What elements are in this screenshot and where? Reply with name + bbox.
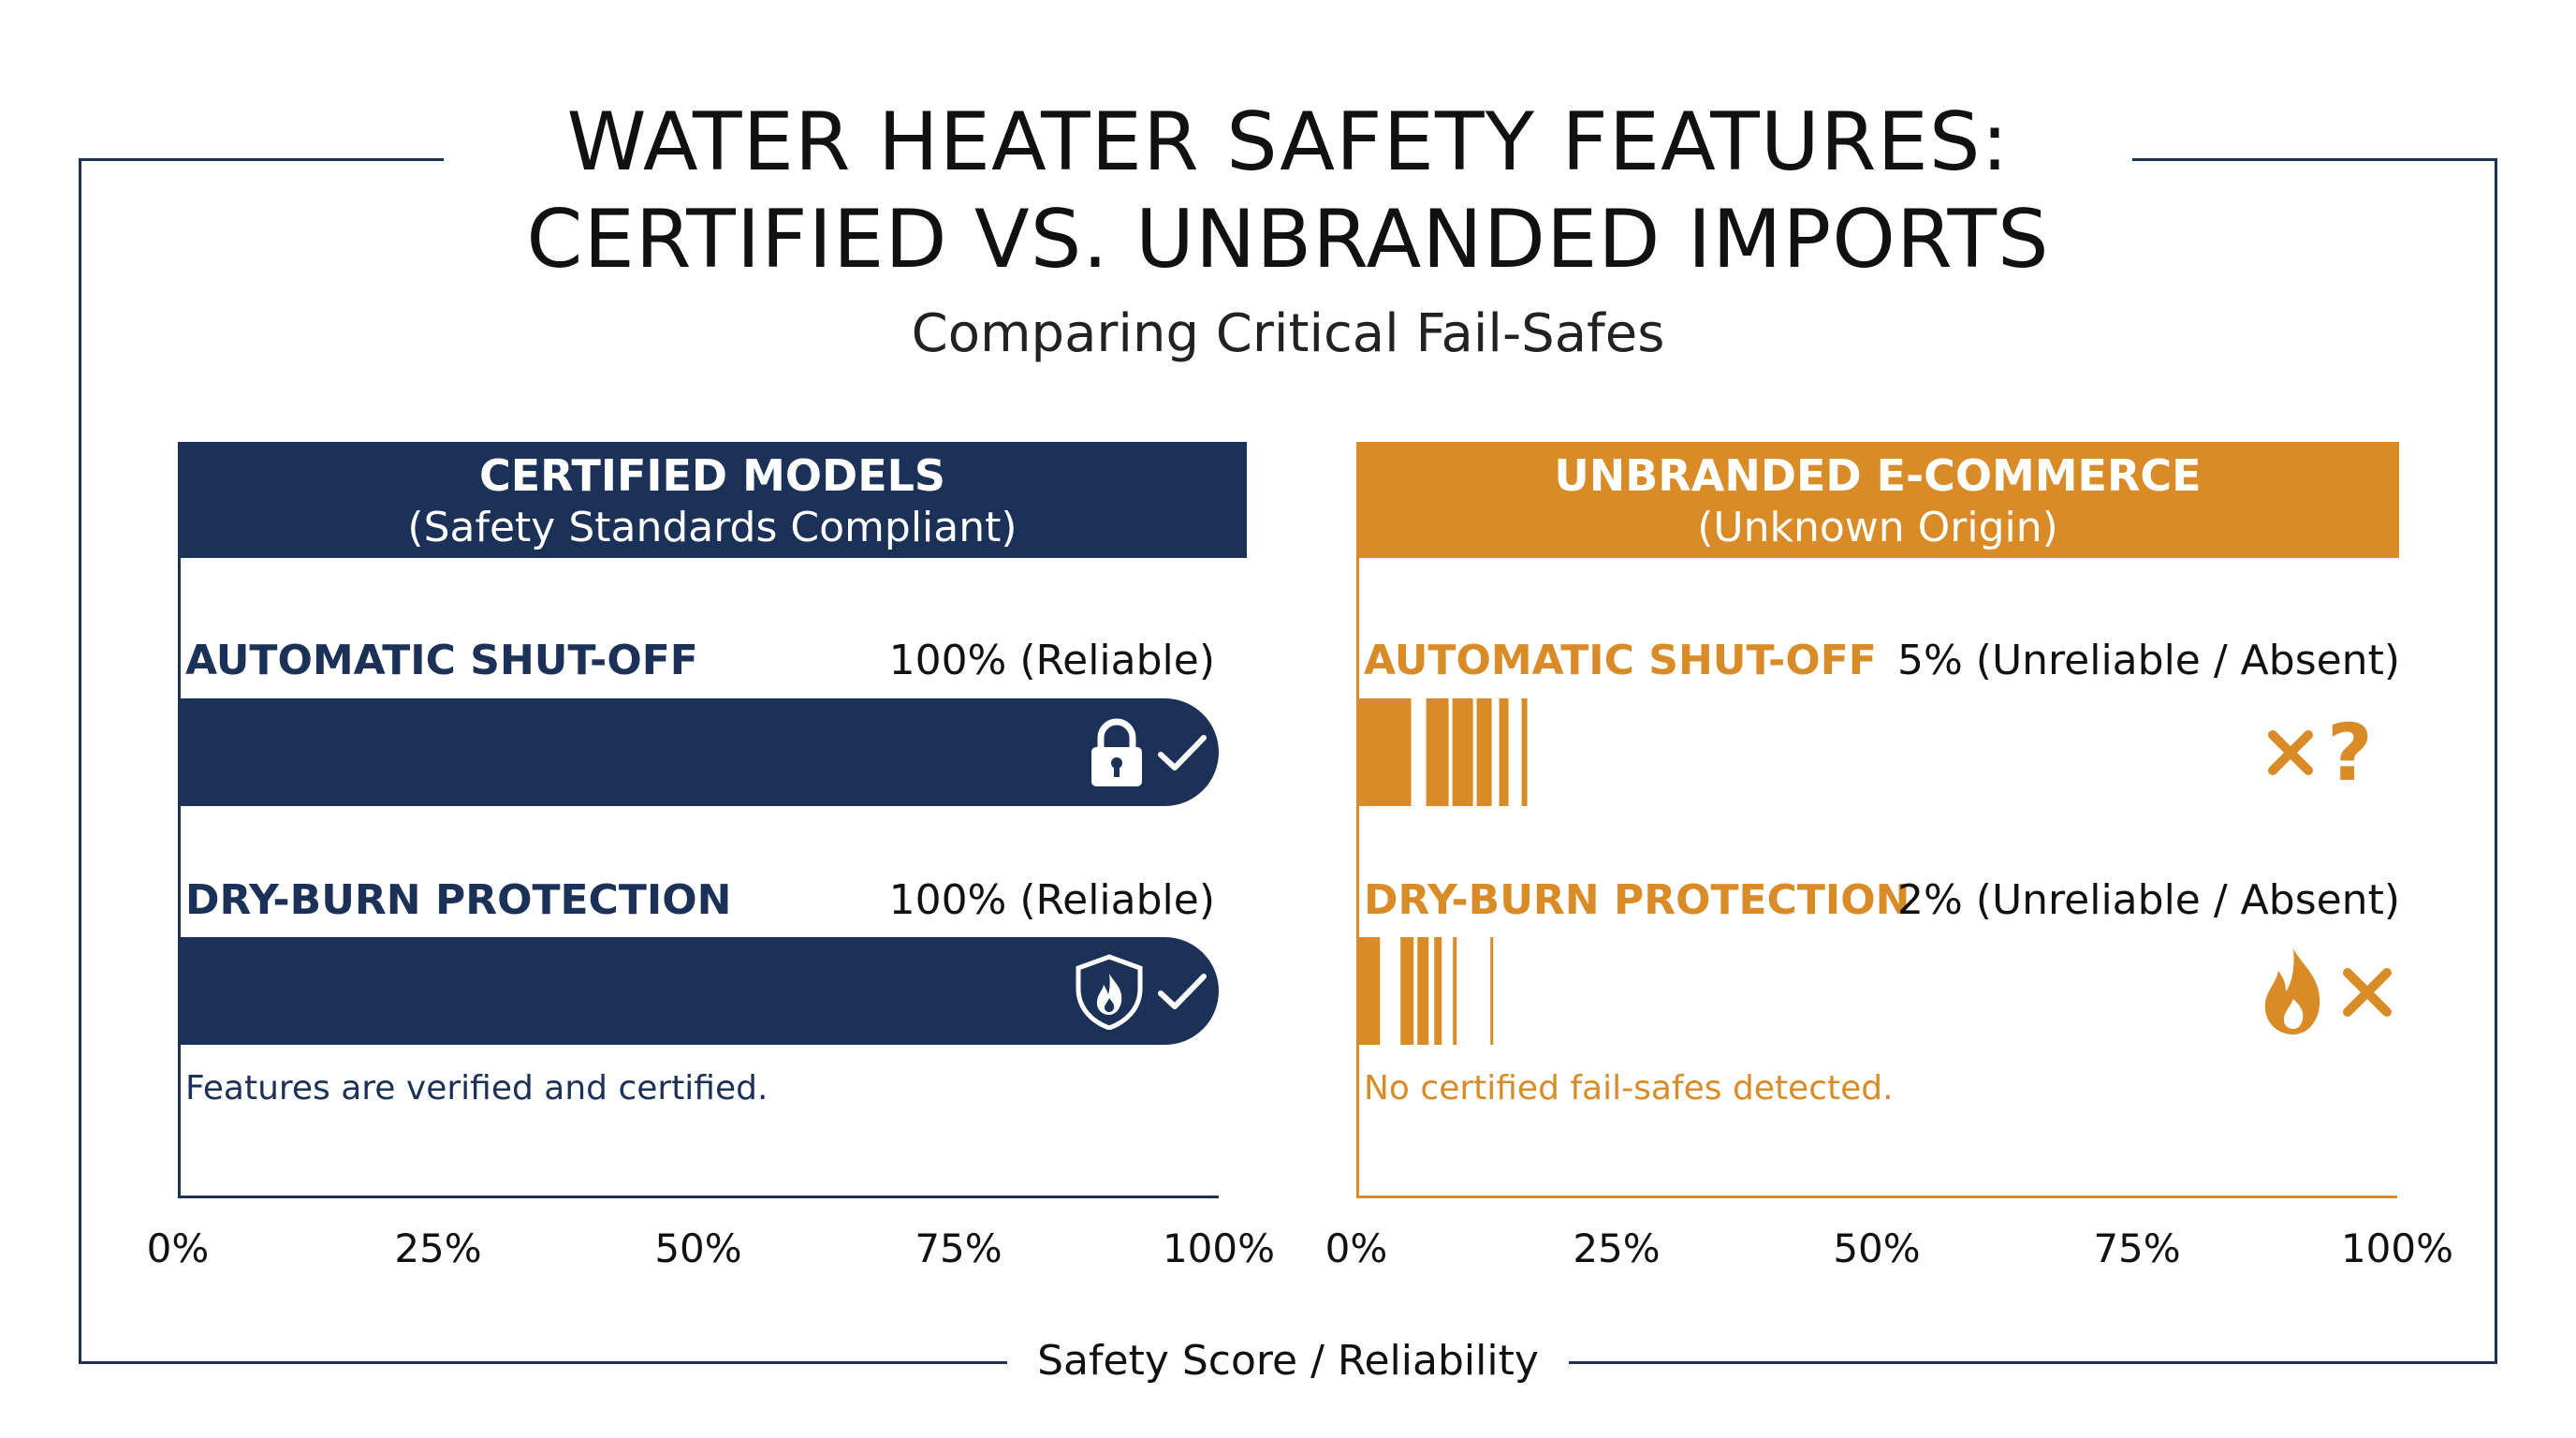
unbranded-bar-solid	[1359, 937, 1381, 1045]
lock-icon	[1088, 717, 1146, 788]
certified-value-label-dryburn: 100% (Reliable)	[888, 876, 1215, 924]
certified-x-axis	[178, 1196, 1219, 1198]
frame-right	[2495, 158, 2497, 1364]
unbranded-bar-stripe-4	[1521, 698, 1528, 806]
unbranded-value-label-dryburn: 2% (Unreliable / Absent)	[1896, 876, 2400, 924]
unbranded-bar-dryburn	[1359, 937, 1640, 1045]
cross-icon	[2340, 965, 2394, 1020]
unbranded-feature-label-shutoff: AUTOMATIC SHUT-OFF	[1364, 637, 1877, 684]
frame-left	[79, 158, 81, 1364]
title-line-1: WATER HEATER SAFETY FEATURES:	[566, 95, 2010, 189]
certified-icons-shutoff	[1088, 717, 1208, 788]
unbranded-tick-75: 75%	[2093, 1225, 2181, 1271]
certified-feature-label-shutoff: AUTOMATIC SHUT-OFF	[185, 637, 698, 684]
unbranded-bar-shutoff	[1359, 698, 1640, 806]
certified-note: Features are verified and certified.	[185, 1069, 768, 1108]
certified-tick-75: 75%	[915, 1225, 1003, 1271]
question-icon: ?	[2327, 707, 2373, 799]
unbranded-panel-subtitle: (Unknown Origin)	[1697, 504, 2058, 551]
unbranded-tick-0: 0%	[1325, 1225, 1388, 1271]
certified-tick-50: 50%	[654, 1225, 742, 1271]
certified-value-label-shutoff: 100% (Reliable)	[888, 637, 1215, 684]
title-line-2: CERTIFIED VS. UNBRANDED IMPORTS	[526, 193, 2050, 286]
certified-panel-title: CERTIFIED MODELS	[478, 450, 946, 501]
frame-bottom-left	[79, 1361, 1007, 1364]
shield-flame-icon	[1073, 953, 1146, 1030]
certified-feature-label-dryburn: DRY-BURN PROTECTION	[185, 876, 732, 924]
frame-top-left	[79, 158, 444, 161]
x-axis-title: Safety Score / Reliability	[1037, 1337, 1539, 1385]
unbranded-note: No certified fail-safes detected.	[1364, 1069, 1894, 1108]
unbranded-bar-stripe-2	[1476, 698, 1492, 806]
certified-tick-25: 25%	[394, 1225, 482, 1271]
certified-bar-dryburn	[178, 937, 1219, 1045]
unbranded-y-axis	[1356, 558, 1359, 1198]
unbranded-bar-stripe-0	[1426, 698, 1449, 806]
unbranded-feature-label-dryburn: DRY-BURN PROTECTION	[1364, 876, 1910, 924]
frame-bottom-right	[1569, 1361, 2497, 1364]
unbranded-value-label-shutoff: 5% (Unreliable / Absent)	[1896, 637, 2400, 684]
certified-panel-header: CERTIFIED MODELS (Safety Standards Compl…	[178, 442, 1247, 558]
unbranded-bar-stripe-3	[1453, 937, 1457, 1045]
unbranded-panel-header: UNBRANDED E-COMMERCE (Unknown Origin)	[1356, 442, 2399, 558]
unbranded-bar-stripe-4	[1490, 937, 1494, 1045]
cross-icon	[2265, 727, 2316, 778]
certified-tick-0: 0%	[146, 1225, 210, 1271]
unbranded-bar-solid	[1359, 698, 1412, 806]
unbranded-tick-25: 25%	[1573, 1225, 1661, 1271]
unbranded-bar-stripe-3	[1499, 698, 1509, 806]
unbranded-bar-graphic	[1359, 698, 1528, 806]
unbranded-bar-graphic	[1359, 937, 1494, 1045]
unbranded-panel-title: UNBRANDED E-COMMERCE	[1554, 450, 2202, 501]
unbranded-icons-shutoff: ?	[2265, 713, 2373, 792]
unbranded-bar-stripe-1	[1452, 698, 1473, 806]
unbranded-tick-50: 50%	[1833, 1225, 1921, 1271]
flame-icon	[2258, 946, 2329, 1038]
unbranded-bar-stripe-2	[1434, 937, 1442, 1045]
chart-title: WATER HEATER SAFETY FEATURES: CERTIFIED …	[0, 94, 2576, 288]
check-icon	[1157, 971, 1208, 1012]
unbranded-bar-stripe-1	[1417, 937, 1429, 1045]
certified-y-axis	[178, 558, 181, 1198]
certified-tick-100: 100%	[1162, 1225, 1276, 1271]
unbranded-bar-stripe-0	[1400, 937, 1414, 1045]
unbranded-icons-dryburn	[2258, 946, 2394, 1039]
certified-bar-shutoff	[178, 698, 1219, 806]
unbranded-tick-100: 100%	[2340, 1225, 2454, 1271]
unbranded-x-axis	[1356, 1196, 2397, 1198]
check-icon	[1157, 732, 1208, 773]
chart-subtitle: Comparing Critical Fail-Safes	[911, 303, 1665, 364]
certified-icons-dryburn	[1073, 953, 1208, 1030]
frame-top-right	[2132, 158, 2497, 161]
certified-panel-subtitle: (Safety Standards Compliant)	[407, 504, 1017, 551]
